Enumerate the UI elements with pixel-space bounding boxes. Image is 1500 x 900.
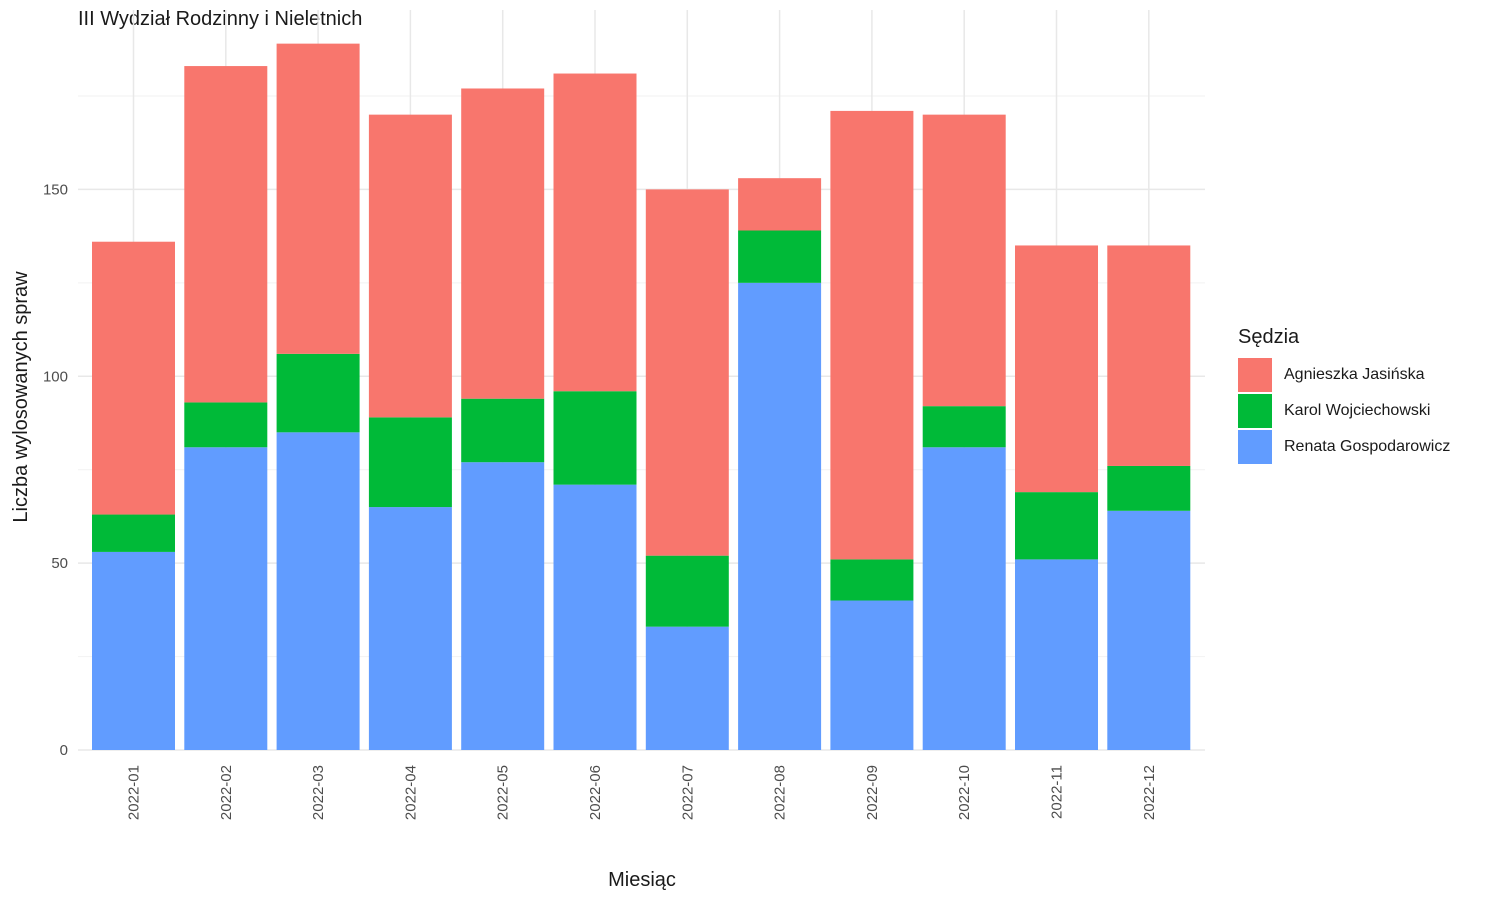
x-tick-label: 2022-02	[218, 765, 235, 820]
x-tick-label: 2022-03	[310, 765, 327, 820]
bar-segment	[645, 189, 729, 556]
y-tick-label: 0	[60, 742, 68, 759]
bar-segment	[461, 462, 545, 750]
x-tick-label: 2022-08	[772, 765, 789, 820]
legend-item: Agnieszka Jasińska	[1238, 357, 1450, 393]
chart-title: III Wydział Rodzinny i Nieletnich	[78, 8, 363, 30]
legend-swatch	[1238, 358, 1272, 392]
bar-segment	[922, 447, 1006, 750]
bar-segment	[92, 241, 175, 515]
bar-segment	[1015, 559, 1098, 750]
bar-segment	[184, 66, 268, 403]
bar-segment	[368, 114, 452, 418]
bar-segment	[276, 432, 360, 750]
x-tick-labels: 2022-01 2022-02 2022-03 2022-04 2022-05 2022-…	[126, 765, 1158, 820]
bar-segment	[738, 178, 822, 231]
bar-segment	[1107, 510, 1191, 750]
x-tick-label: 2022-12	[1141, 765, 1158, 820]
x-tick-label: 2022-04	[402, 765, 419, 820]
bar-segment	[830, 600, 914, 750]
bar-segment	[92, 514, 175, 552]
legend-swatch	[1238, 430, 1272, 464]
bar-segment	[1015, 492, 1098, 560]
y-tick-labels: 0 50 100 150	[43, 181, 68, 759]
legend-item: Renata Gospodarowicz	[1238, 429, 1450, 465]
legend-swatch	[1238, 394, 1272, 428]
bar-segment	[922, 406, 1006, 448]
bar-segment	[461, 88, 545, 399]
bar-segment	[1107, 245, 1191, 466]
x-tick-label: 2022-11	[1049, 765, 1066, 819]
bar-segment	[184, 447, 268, 750]
y-axis-title: Liczba wylosowanych spraw	[10, 271, 32, 523]
bar-segment	[368, 417, 452, 508]
bar-segment	[276, 43, 360, 354]
legend-items: Agnieszka Jasińska Karol Wojciechowski Ren…	[1238, 357, 1450, 465]
x-tick-label: 2022-01	[126, 765, 143, 820]
bar-segment	[553, 391, 637, 485]
bar-segment	[1015, 245, 1098, 493]
legend-item: Karol Wojciechowski	[1238, 393, 1450, 429]
legend-label: Karol Wojciechowski	[1284, 402, 1431, 419]
x-tick-label: 2022-06	[587, 765, 604, 820]
x-tick-label: 2022-07	[679, 765, 696, 820]
bar-segment	[368, 507, 452, 750]
legend-title: Sędzia	[1238, 326, 1300, 348]
bar-segment	[645, 626, 729, 750]
x-tick-label: 2022-09	[864, 765, 881, 820]
bar-segment	[738, 282, 822, 750]
legend: Sędzia Agnieszka Jasińska Karol Wojciecho…	[1238, 326, 1450, 465]
bar-segment	[92, 551, 175, 750]
bar-segment	[830, 110, 914, 560]
bar-segment	[830, 559, 914, 601]
x-axis-title: Miesiąc	[608, 869, 676, 891]
x-tick-label: 2022-10	[956, 765, 973, 820]
y-tick-label: 150	[43, 181, 68, 198]
legend-label: Agnieszka Jasińska	[1284, 366, 1425, 383]
y-tick-label: 50	[51, 555, 68, 572]
bar-segment	[553, 73, 637, 392]
bar-segment	[645, 555, 729, 627]
x-tick-label: 2022-05	[495, 765, 512, 820]
bar-segment	[461, 398, 545, 463]
bars	[92, 43, 1191, 750]
bar-segment	[553, 484, 637, 750]
bar-segment	[276, 353, 360, 433]
bar-segment	[922, 114, 1006, 407]
y-tick-label: 100	[43, 368, 68, 385]
bar-segment	[184, 402, 268, 448]
legend-label: Renata Gospodarowicz	[1284, 438, 1451, 455]
bar-segment	[1107, 465, 1191, 511]
bar-segment	[738, 230, 822, 283]
